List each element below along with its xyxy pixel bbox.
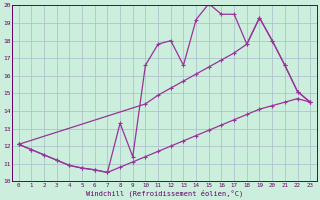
- X-axis label: Windchill (Refroidissement éolien,°C): Windchill (Refroidissement éolien,°C): [86, 189, 243, 197]
